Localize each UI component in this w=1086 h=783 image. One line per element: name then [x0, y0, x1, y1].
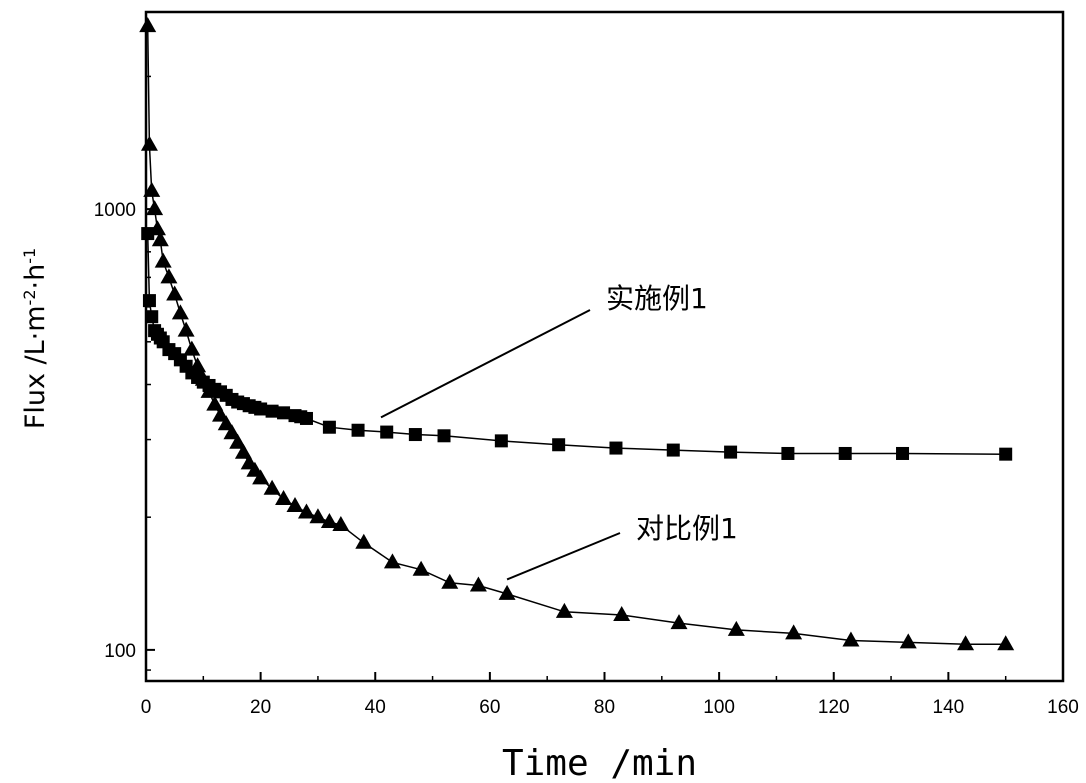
y-axis-title-mid: ·h: [20, 264, 51, 290]
data-point-square: [351, 423, 365, 437]
data-point-triangle: [139, 17, 157, 33]
data-point-square: [254, 402, 268, 416]
data-point-triangle: [727, 620, 745, 636]
data-point-triangle: [234, 443, 252, 459]
x-tick-label: 0: [141, 697, 152, 718]
data-point-triangle: [320, 513, 338, 529]
data-point-square: [724, 445, 738, 459]
data-point-triangle: [555, 602, 573, 618]
x-tick-label: 120: [818, 697, 850, 718]
x-tick-label: 140: [933, 697, 965, 718]
data-point-square: [322, 420, 336, 434]
data-point-triangle: [297, 503, 315, 519]
data-point-square: [896, 446, 910, 460]
y-axis-title-base: Flux /L·m: [20, 305, 51, 429]
data-point-triangle: [223, 424, 241, 440]
series-2: [139, 17, 1015, 651]
data-point-square: [609, 441, 623, 455]
data-point-triangle: [412, 560, 430, 576]
data-point-triangle: [842, 631, 860, 647]
data-point-triangle: [183, 340, 201, 356]
data-point-triangle: [441, 573, 459, 589]
data-point-triangle: [229, 433, 247, 449]
data-point-square: [380, 425, 394, 439]
x-axis-ticks: 0 20 40 60 80 100 120 140 160: [141, 672, 1079, 718]
data-point-triangle: [212, 406, 230, 422]
data-point-triangle: [263, 479, 281, 495]
data-point-triangle: [309, 508, 327, 524]
data-point-triangle: [217, 415, 235, 431]
data-point-square: [141, 227, 155, 241]
series-1: [141, 227, 1013, 461]
data-point-triangle: [206, 395, 224, 411]
x-tick-label: 20: [250, 697, 271, 718]
data-point-square: [666, 443, 680, 457]
annotation-leader-line-2: [506, 532, 621, 581]
annotation-label-series-2: 对比例1: [636, 512, 738, 545]
data-point-triangle: [160, 268, 178, 284]
data-point-triangle: [252, 469, 270, 485]
data-point-triangle: [143, 181, 161, 197]
data-point-triangle: [785, 624, 803, 640]
data-point-square: [277, 406, 291, 420]
data-point-triangle: [200, 382, 218, 398]
x-tick-label: 80: [594, 697, 615, 718]
data-point-triangle: [148, 220, 166, 236]
y-axis-title-sup1: -2: [20, 289, 39, 305]
data-point-triangle: [469, 576, 487, 592]
data-point-square: [552, 438, 566, 452]
data-point-triangle: [613, 605, 631, 621]
series-line: [146, 233, 1006, 455]
data-point-triangle: [275, 489, 293, 505]
y-tick-label: 1000: [94, 200, 136, 221]
y-axis-title: Flux /L·m-2·h-1: [20, 248, 52, 429]
data-point-triangle: [899, 633, 917, 649]
data-point-triangle: [498, 584, 516, 600]
y-tick-label: 100: [104, 641, 136, 662]
data-point-triangle: [957, 635, 975, 651]
x-tick-label: 40: [365, 697, 386, 718]
data-point-triangle: [146, 200, 164, 216]
data-point-square: [781, 446, 795, 460]
plot-frame: [144, 10, 1065, 683]
data-point-triangle: [151, 231, 169, 247]
data-point-triangle: [189, 357, 207, 373]
data-point-triangle: [177, 321, 195, 337]
y-axis-ticks: 100 1000: [94, 75, 155, 671]
data-point-square: [408, 428, 422, 442]
series-layer: [139, 17, 1015, 651]
data-point-triangle: [194, 370, 212, 386]
x-tick-label: 60: [479, 697, 500, 718]
data-point-square: [838, 446, 852, 460]
data-point-square: [142, 294, 156, 308]
x-tick-label: 160: [1047, 697, 1079, 718]
data-point-square: [299, 411, 313, 425]
data-point-square: [145, 310, 159, 324]
data-point-triangle: [154, 252, 172, 268]
data-point-triangle: [166, 285, 184, 301]
plot-border: [144, 10, 1065, 683]
data-point-triangle: [286, 497, 304, 513]
data-point-square: [999, 447, 1013, 461]
data-point-triangle: [383, 553, 401, 569]
data-point-square: [265, 404, 279, 418]
data-point-triangle: [355, 533, 373, 549]
data-point-square: [494, 434, 508, 448]
annotation-layer: 实施例1 对比例1: [380, 282, 738, 581]
x-tick-label: 100: [703, 697, 735, 718]
data-point-triangle: [171, 304, 189, 320]
data-point-triangle: [997, 635, 1015, 651]
data-point-triangle: [332, 516, 350, 532]
annotation-leader-line-1: [380, 309, 591, 419]
y-axis-title-sup2: -1: [20, 248, 39, 264]
data-point-triangle: [670, 614, 688, 630]
data-point-square: [437, 429, 451, 443]
x-axis-title: Time /min: [502, 743, 697, 783]
data-point-triangle: [140, 135, 158, 151]
annotation-label-series-1: 实施例1: [606, 282, 708, 315]
